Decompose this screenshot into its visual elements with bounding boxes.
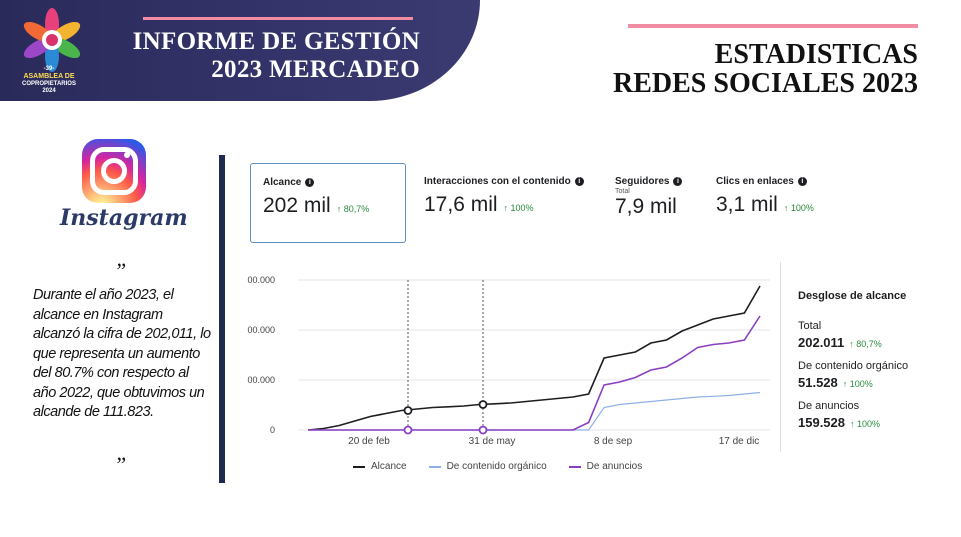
- metric-sublabel: Total: [615, 188, 630, 195]
- chart-legend: Alcance De contenido orgánico De anuncio…: [353, 461, 642, 472]
- y-tick-label: 00.000: [247, 325, 275, 335]
- breakdown-label: Total: [798, 320, 822, 332]
- section-title: ESTADISTICAS REDES SOCIALES 2023: [560, 40, 918, 98]
- metric-label: Interacciones con el contenido: [424, 176, 571, 187]
- legend-item-organic[interactable]: De contenido orgánico: [428, 461, 547, 472]
- x-tick-label: 8 de sep: [594, 436, 633, 447]
- legend-label: Alcance: [371, 461, 407, 472]
- breakdown-value: 159.528: [798, 415, 845, 430]
- info-icon[interactable]: i: [574, 177, 584, 186]
- breakdown-label: De contenido orgánico: [798, 360, 909, 372]
- breakdown-item-total: Total 202.011 ↑ 80,7%: [798, 320, 928, 350]
- reach-line-chart: 00.000 00.000 00.000 0 20 de feb 31 de may 8 d…: [247, 275, 770, 447]
- legend-label: De anuncios: [586, 461, 643, 472]
- logo-number: -39-: [43, 66, 55, 72]
- info-icon[interactable]: i: [305, 178, 315, 187]
- series-line-2: [308, 315, 761, 431]
- metric-value: 17,6 mil: [424, 193, 498, 216]
- metric-card-reach[interactable]: Alcance i 202 mil ↑ 80,7%: [250, 163, 406, 243]
- metric-change: ↑ 100%: [783, 203, 814, 213]
- section-title-line1: ESTADISTICAS: [714, 39, 918, 70]
- banner-accent-line: [143, 17, 413, 20]
- ads-event-marker: [403, 425, 413, 435]
- breakdown-item-organic: De contenido orgánico 51.528 ↑ 100%: [798, 360, 928, 390]
- series-line-1: [308, 391, 761, 431]
- metric-change: ↑ 100%: [503, 203, 534, 213]
- reach-breakdown: Desglose de alcance Total 202.011 ↑ 80,7…: [798, 290, 928, 440]
- breakdown-value: 202.011: [798, 335, 845, 350]
- breakdown-value: 51.528: [798, 375, 838, 390]
- breakdown-change: ↑ 100%: [850, 419, 881, 429]
- info-icon[interactable]: i: [673, 177, 683, 186]
- y-tick-label: 00.000: [247, 375, 275, 385]
- chart-grid: [298, 279, 770, 431]
- instagram-summary-quote: Durante el año 2023, el alcance en Insta…: [33, 287, 211, 420]
- reach-event-marker: [478, 400, 488, 409]
- metric-value: 202 mil: [263, 194, 331, 217]
- metric-value: 7,9 mil: [615, 195, 677, 218]
- x-tick-label: 17 de dic: [719, 436, 760, 447]
- quote-close-mark: ”: [114, 452, 127, 477]
- instagram-icon: [82, 139, 146, 203]
- metric-value: 3,1 mil: [716, 193, 778, 216]
- x-tick-label: 20 de feb: [348, 436, 390, 447]
- breakdown-item-ads: De anuncios 159.528 ↑ 100%: [798, 400, 928, 430]
- report-title-line1: INFORME DE GESTIÓN: [132, 28, 420, 55]
- reach-event-marker: [403, 406, 413, 415]
- y-tick-label: 00.000: [247, 275, 275, 285]
- metric-label: Alcance: [263, 177, 302, 188]
- legend-swatch: [428, 465, 441, 468]
- panel-left-bar: [219, 155, 225, 483]
- breakdown-change: ↑ 100%: [842, 379, 873, 389]
- report-title-line2: 2023 MERCADEO: [211, 56, 420, 83]
- metric-label: Clics en enlaces: [716, 176, 794, 187]
- logo-year: 2024: [42, 88, 56, 94]
- legend-item-reach[interactable]: Alcance: [353, 461, 407, 472]
- chart-series: [307, 285, 761, 435]
- legend-swatch: [568, 465, 581, 468]
- logo-owners: COPROPIETARIOS: [22, 81, 76, 87]
- series-line-0: [307, 285, 761, 431]
- instagram-wordmark: Instagram: [60, 205, 188, 231]
- logo-text: -39- ASAMBLEA DE COPROPIETARIOS 2024: [14, 66, 84, 95]
- right-accent-line: [628, 24, 918, 28]
- header-banner: [0, 0, 480, 101]
- ads-event-marker: [478, 425, 488, 435]
- legend-label: De contenido orgánico: [446, 461, 547, 472]
- metric-card-followers[interactable]: Seguidores i Total 7,9 mil: [603, 163, 703, 243]
- insights-panel: [219, 155, 930, 483]
- report-title: INFORME DE GESTIÓN 2023 MERCADEO: [100, 28, 420, 84]
- legend-item-ads[interactable]: De anuncios: [568, 461, 643, 472]
- x-tick-label: 31 de may: [469, 436, 516, 447]
- assembly-logo: [23, 8, 81, 72]
- info-icon[interactable]: i: [797, 177, 807, 186]
- breakdown-title: Desglose de alcance: [798, 290, 907, 302]
- y-tick-label: 0: [270, 425, 275, 435]
- metric-card-interactions[interactable]: Interacciones con el contenido i 17,6 mil…: [412, 163, 602, 243]
- section-title-line2: REDES SOCIALES 2023: [613, 68, 918, 99]
- metric-label: Seguidores: [615, 176, 670, 187]
- legend-swatch: [353, 465, 365, 468]
- chart-labels: 00.000 00.000 00.000 0 20 de feb 31 de may 8 d…: [247, 275, 759, 447]
- breakdown-change: ↑ 80,7%: [849, 339, 882, 349]
- metric-change: ↑ 80,7%: [336, 204, 370, 214]
- metric-card-link-clicks[interactable]: Clics en enlaces i 3,1 mil ↑ 100%: [704, 163, 844, 243]
- panel-divider: [780, 262, 781, 452]
- logo-assembly: ASAMBLEA DE: [23, 73, 75, 80]
- quote-open-mark: ”: [114, 258, 127, 283]
- breakdown-label: De anuncios: [798, 400, 860, 412]
